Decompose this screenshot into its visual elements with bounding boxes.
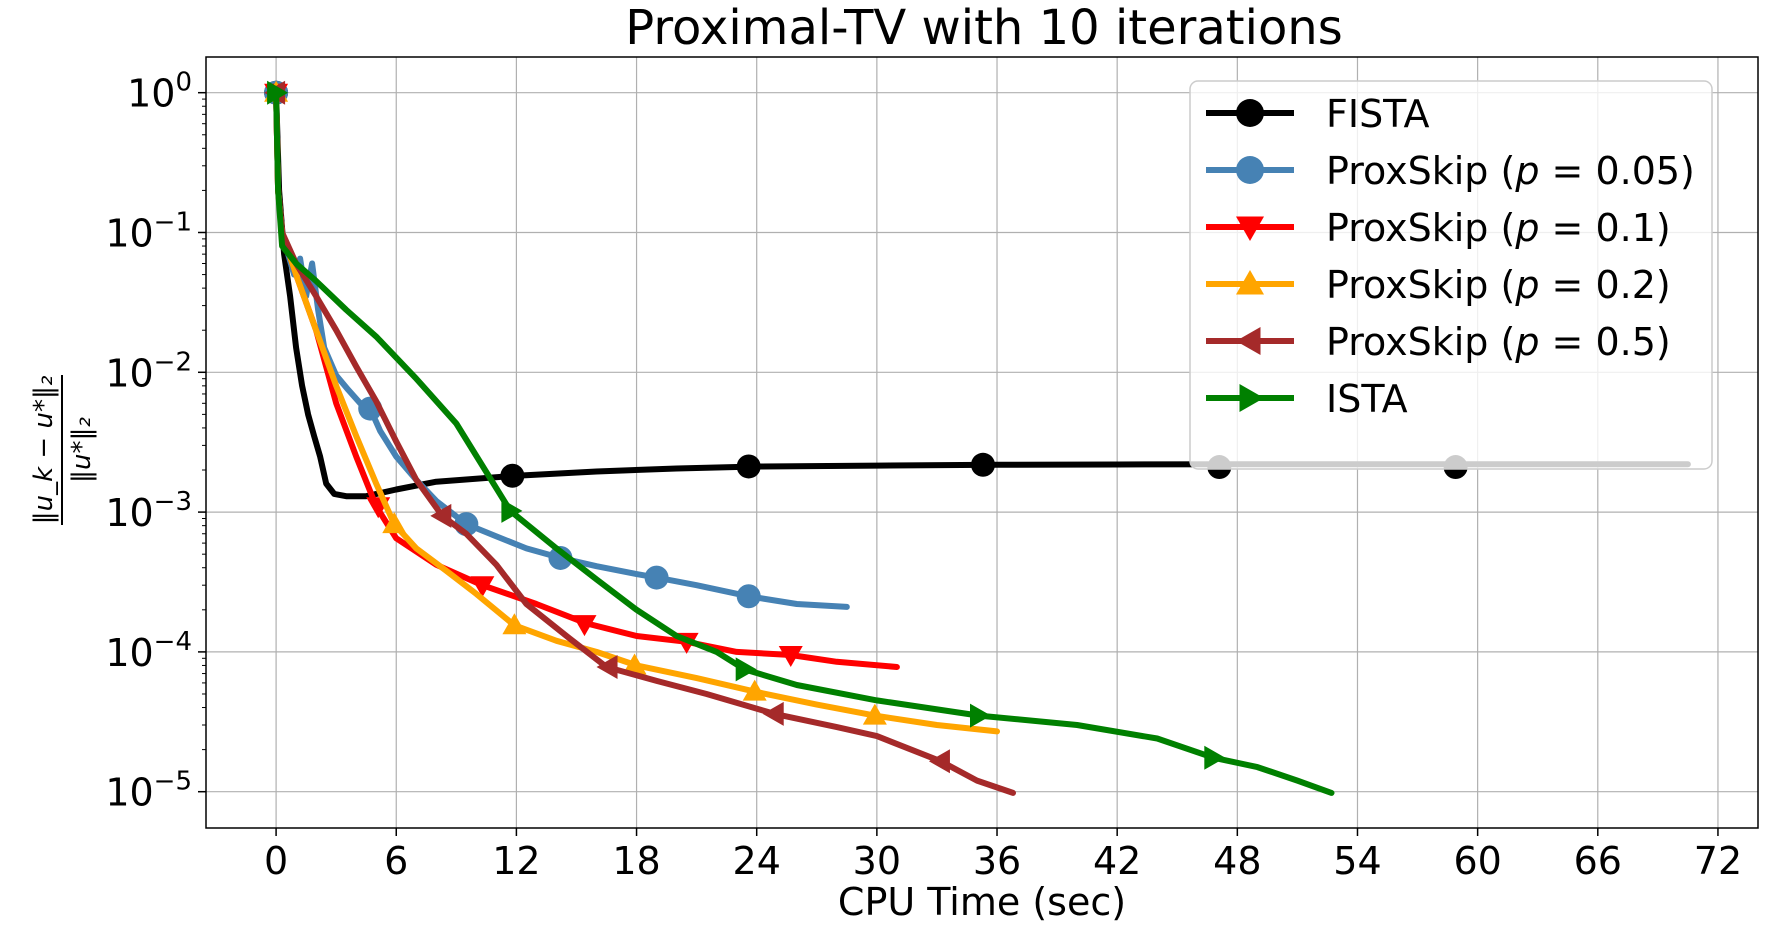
x-axis-ticks: 0 6 12 18 24 30 36 42 48 54 60 66 72 [264, 828, 1742, 883]
chart-title: Proximal-TV with 10 iterations [625, 0, 1342, 56]
data-point [969, 703, 991, 728]
legend-marker [1236, 327, 1261, 355]
data-point [735, 657, 757, 682]
legend-marker [1236, 99, 1264, 127]
data-point [548, 545, 573, 570]
legend-entry: ProxSkip (p = 0.2) [1206, 263, 1671, 307]
x-tick-label: 30 [853, 839, 901, 883]
x-tick-label: 6 [384, 839, 408, 883]
plot-frame [205, 56, 1759, 829]
y-tick-label: 10−1 [105, 207, 192, 255]
y-axis-label-numerator: ‖u_k − u*‖₂ [29, 376, 59, 525]
x-tick-label: 48 [1213, 839, 1261, 883]
data-point [736, 584, 761, 609]
legend-marker [1236, 216, 1264, 241]
x-tick-label: 72 [1694, 839, 1742, 883]
data-point [928, 749, 950, 774]
data-point [1204, 745, 1226, 770]
x-tick-label: 12 [492, 839, 540, 883]
series-line [273, 89, 1016, 796]
data-point [430, 503, 452, 528]
data-point [736, 454, 761, 479]
legend-entry: ProxSkip (p = 0.05) [1206, 149, 1695, 193]
y-axis-ticks: 100 10−1 10−2 10−3 10−4 10−5 [105, 68, 206, 815]
legend-label: ProxSkip (p = 0.1) [1326, 206, 1671, 250]
x-tick-label: 36 [973, 839, 1021, 883]
legend-label: FISTA [1326, 92, 1429, 136]
series-line [273, 89, 900, 670]
legend-marker [1236, 156, 1264, 184]
series-line [273, 89, 1000, 735]
series-lines [264, 80, 1691, 796]
y-tick-label: 100 [127, 68, 192, 116]
legend-entry: ProxSkip (p = 0.5) [1206, 320, 1671, 364]
series-5 [267, 80, 1335, 796]
data-point [501, 498, 523, 523]
x-tick-label: 54 [1333, 839, 1381, 883]
legend-entry: FISTA [1206, 92, 1429, 136]
x-tick-label: 42 [1093, 839, 1141, 883]
legend-box [1189, 80, 1713, 470]
data-point [470, 576, 495, 598]
x-tick-label: 66 [1574, 839, 1622, 883]
x-axis-label: CPU Time (sec) [838, 880, 1126, 924]
y-tick-label: 10−2 [105, 347, 192, 395]
x-tick-label: 24 [733, 839, 781, 883]
legend-label: ProxSkip (p = 0.5) [1326, 320, 1671, 364]
legend-marker [1239, 384, 1264, 412]
x-tick-label: 18 [612, 839, 660, 883]
data-point [971, 452, 996, 477]
y-axis-label: ‖u_k − u*‖₂ ‖u*‖₂ [29, 375, 97, 525]
data-point [572, 615, 597, 637]
y-tick-label: 10−5 [105, 767, 192, 815]
data-point [267, 80, 289, 105]
series-line [273, 89, 1335, 796]
data-point [500, 463, 525, 488]
data-point [622, 653, 647, 675]
y-axis-label-denominator: ‖u*‖₂ [67, 417, 97, 483]
legend-entry: ISTA [1206, 377, 1408, 421]
x-tick-label: 0 [264, 839, 288, 883]
series-1 [264, 80, 850, 610]
legend-label: ISTA [1326, 377, 1408, 421]
data-point [596, 654, 618, 679]
legend-entry: ProxSkip (p = 0.1) [1206, 206, 1671, 250]
x-tick-label: 60 [1453, 839, 1501, 883]
legend: FISTA ProxSkip (p = 0.05) ProxSkip (p = 0.… [1189, 80, 1713, 470]
data-point [778, 646, 803, 668]
series-line [273, 89, 850, 610]
legend-label: ProxSkip (p = 0.2) [1326, 263, 1671, 307]
data-point [862, 703, 887, 725]
legend-label: ProxSkip (p = 0.05) [1326, 149, 1695, 193]
data-point [644, 565, 669, 590]
legend-marker [1236, 270, 1264, 295]
data-point [742, 679, 767, 701]
data-point [502, 613, 527, 635]
data-point [762, 701, 784, 726]
y-tick-label: 10−3 [105, 487, 192, 535]
y-tick-label: 10−4 [105, 627, 192, 675]
series-4 [264, 80, 1016, 796]
data-point [382, 512, 407, 534]
